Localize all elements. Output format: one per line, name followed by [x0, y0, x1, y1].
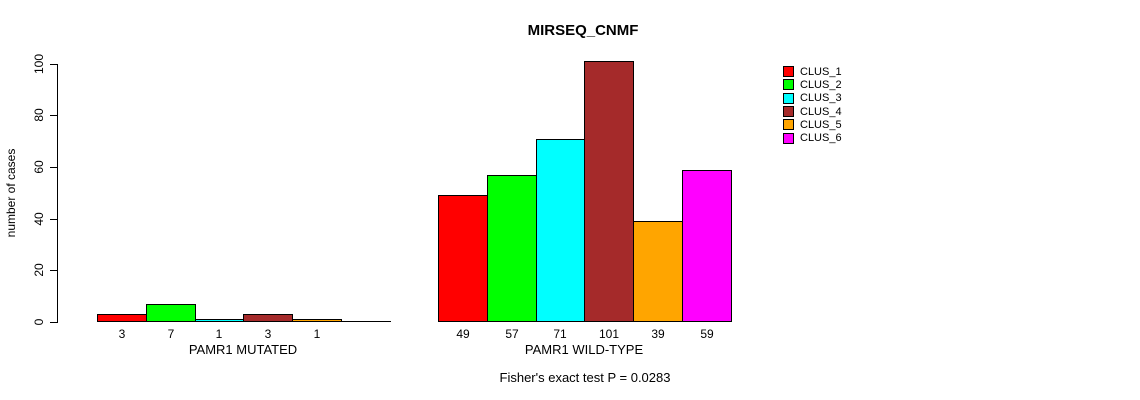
legend-row-clus_1: CLUS_1 — [783, 65, 842, 78]
x-axis-label-pamr1-mutated: PAMR1 MUTATED — [188, 342, 298, 357]
chart-title: MIRSEQ_CNMF — [527, 22, 639, 39]
y-axis-tick — [50, 167, 57, 168]
legend-row-clus_5: CLUS_5 — [783, 118, 842, 131]
fisher-test-annotation: Fisher's exact test P = 0.0283 — [499, 370, 671, 385]
legend-swatch-clus_4 — [783, 106, 794, 118]
y-axis-tick-label: 40 — [32, 212, 46, 226]
bar-value-label: 3 — [264, 327, 272, 341]
legend-label: CLUS_4 — [800, 105, 842, 118]
legend-label: CLUS_5 — [800, 118, 842, 131]
bar-value-label: 1 — [313, 327, 321, 341]
legend: CLUS_1 CLUS_2 CLUS_3 CLUS_4 CLUS_5 CLUS_6 — [783, 65, 842, 145]
legend-swatch-clus_2 — [783, 79, 794, 91]
legend-label: CLUS_2 — [800, 78, 842, 91]
y-axis-tick — [50, 115, 57, 116]
bar-value-label: 1 — [215, 327, 223, 341]
y-axis-tick-label: 60 — [32, 160, 46, 174]
bar-pamr1-mutated-clus-6 — [341, 321, 391, 322]
bar-value-label: 101 — [598, 327, 620, 341]
y-axis-tick-label: 0 — [32, 318, 46, 326]
bar-value-label: 3 — [118, 327, 126, 341]
legend-row-clus_2: CLUS_2 — [783, 78, 842, 91]
legend-swatch-clus_6 — [783, 132, 794, 144]
legend-row-clus_6: CLUS_6 — [783, 131, 842, 144]
legend-swatch-clus_5 — [783, 119, 794, 131]
bar-pamr1-mutated-clus-4 — [243, 314, 293, 322]
legend-row-clus_3: CLUS_3 — [783, 92, 842, 105]
bar-pamr1-mutated-clus-1 — [97, 314, 147, 322]
y-axis-tick — [50, 64, 57, 65]
bar-value-label: 59 — [700, 327, 714, 341]
legend-swatch-clus_1 — [783, 66, 794, 78]
bar-value-label: 7 — [167, 327, 175, 341]
y-axis-line — [57, 64, 58, 323]
legend-label: CLUS_3 — [800, 92, 842, 105]
bar-pamr1-wild-type-clus-6 — [682, 170, 732, 322]
y-axis-tick — [50, 322, 57, 323]
bar-pamr1-wild-type-clus-5 — [633, 221, 683, 322]
bar-value-label: 57 — [505, 327, 519, 341]
y-axis-tick-label: 100 — [32, 53, 46, 75]
legend-row-clus_4: CLUS_4 — [783, 105, 842, 118]
y-axis-tick-label: 20 — [32, 263, 46, 277]
bar-pamr1-mutated-clus-2 — [146, 304, 196, 322]
bar-value-label: 71 — [553, 327, 567, 341]
x-axis-label-pamr1-wild-type: PAMR1 WILD-TYPE — [524, 342, 644, 357]
bar-pamr1-wild-type-clus-3 — [536, 139, 585, 322]
y-axis-tick-label: 80 — [32, 108, 46, 122]
bar-pamr1-wild-type-clus-1 — [438, 195, 488, 322]
bar-value-label: 39 — [651, 327, 665, 341]
bar-pamr1-mutated-clus-3 — [195, 319, 244, 322]
y-axis-title: number of cases — [4, 148, 18, 238]
y-axis-tick — [50, 270, 57, 271]
legend-swatch-clus_3 — [783, 92, 794, 104]
legend-label: CLUS_1 — [800, 65, 842, 78]
legend-label: CLUS_6 — [800, 132, 842, 145]
bar-pamr1-wild-type-clus-4 — [584, 61, 634, 322]
y-axis-tick — [50, 219, 57, 220]
bar-pamr1-wild-type-clus-2 — [487, 175, 537, 322]
bar-value-label: 49 — [456, 327, 470, 341]
bar-pamr1-mutated-clus-5 — [292, 319, 342, 322]
